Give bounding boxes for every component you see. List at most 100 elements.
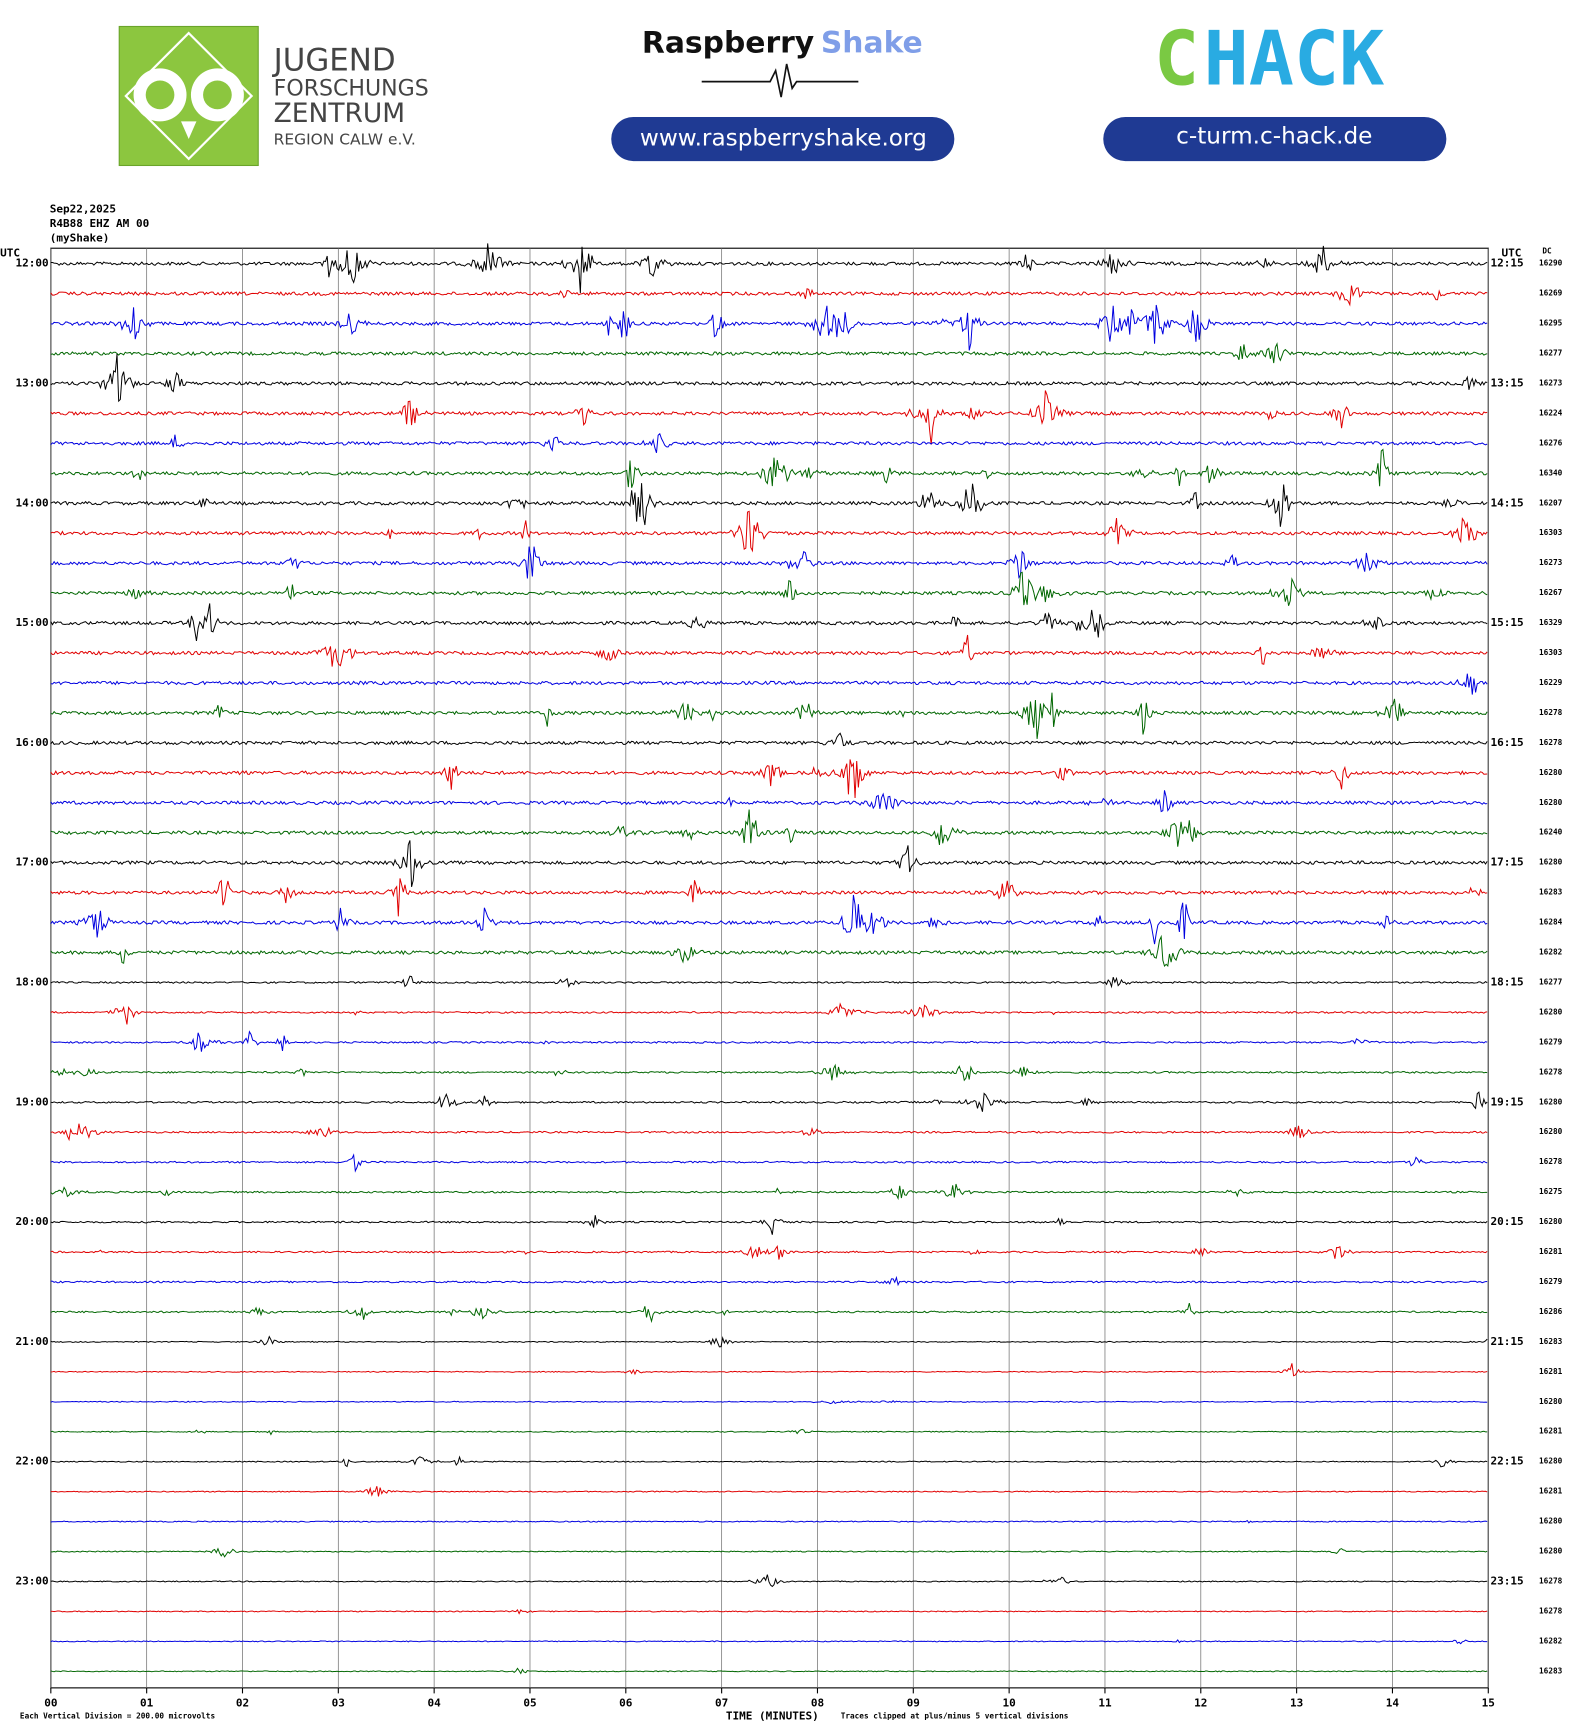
dc-value: 16278 (1539, 1606, 1563, 1615)
date: Sep22,2025 (50, 203, 116, 216)
x-tick-label: 01 (140, 1696, 154, 1709)
rs-logo: Shake (821, 26, 923, 61)
right-label: 17:15 (1490, 856, 1523, 869)
trace (50, 432, 1488, 454)
dc-value: 16281 (1539, 1487, 1563, 1496)
trace (50, 390, 1488, 445)
x-tick-label: 03 (332, 1696, 345, 1709)
logo-text: FORSCHUNGS (274, 76, 429, 101)
dc-value: 16280 (1539, 798, 1563, 807)
dc-value: 16207 (1539, 498, 1563, 507)
trace (50, 1275, 1488, 1287)
dc-value: 16275 (1539, 1187, 1563, 1196)
dc-value: 16278 (1539, 1576, 1563, 1585)
trace (50, 790, 1488, 813)
trace (50, 840, 1488, 887)
chack-logo: HACK (1204, 14, 1385, 102)
dc-value: 16280 (1539, 1457, 1563, 1466)
trace (50, 759, 1488, 798)
trace (50, 603, 1488, 642)
x-tick-label: 13 (1290, 1696, 1303, 1709)
owl-pupil (203, 80, 232, 110)
x-tick-label: 02 (236, 1696, 249, 1709)
rs-url[interactable]: www.raspberryshake.org (640, 126, 927, 152)
trace (50, 1608, 1488, 1615)
axis-title: UTC (0, 247, 20, 260)
dc-value: 16267 (1539, 588, 1563, 597)
dc-value: 16269 (1539, 289, 1563, 298)
station: R4B88 EHZ AM 00 (50, 217, 149, 230)
left-label: 15:00 (15, 616, 48, 629)
trace (50, 342, 1488, 364)
dc-value: 16277 (1539, 349, 1563, 358)
trace (50, 692, 1488, 739)
dc-value: 16283 (1539, 888, 1563, 897)
rs-wave (701, 63, 859, 98)
x-tick-label: 09 (907, 1696, 920, 1709)
right-label: 19:15 (1490, 1095, 1523, 1108)
right-label: 23:15 (1490, 1574, 1523, 1587)
owl-pupil (145, 80, 175, 110)
right-label: 16:15 (1490, 736, 1523, 749)
left-label: 14:00 (15, 496, 48, 509)
x-tick-label: 11 (1098, 1696, 1112, 1709)
dc-value: 16283 (1539, 1666, 1563, 1675)
x-tick-label: 05 (523, 1696, 536, 1709)
left-label: 13:00 (15, 376, 48, 389)
chack-url[interactable]: c-turm.c-hack.de (1176, 123, 1372, 149)
axis-title: UTC (1502, 247, 1522, 260)
trace (50, 1667, 1488, 1675)
trace (50, 1400, 1488, 1405)
trace (50, 934, 1488, 968)
trace (50, 1153, 1488, 1173)
x-tick-label: 10 (1002, 1696, 1015, 1709)
trace (50, 1302, 1488, 1324)
logo-text: ZENTRUM (274, 98, 405, 129)
dc-value: 16278 (1539, 1157, 1563, 1166)
left-label: 22:00 (15, 1455, 48, 1468)
x-tick-label: 08 (811, 1696, 824, 1709)
trace (50, 285, 1488, 307)
right-label: 20:15 (1490, 1215, 1523, 1228)
trace (50, 546, 1488, 579)
jfz-logo (118, 25, 259, 167)
right-label: 22:15 (1490, 1455, 1523, 1468)
dc-value: 16229 (1539, 678, 1563, 687)
dc-value: 16279 (1539, 1037, 1563, 1046)
dc-value: 16290 (1539, 259, 1563, 268)
trace (50, 1183, 1488, 1201)
trace (50, 353, 1488, 403)
trace (50, 243, 1488, 294)
rs-button[interactable] (611, 116, 955, 162)
trace (50, 732, 1488, 747)
chack-button[interactable] (1103, 116, 1447, 162)
dc-value: 16340 (1539, 468, 1563, 477)
dc-value: 16240 (1539, 828, 1563, 837)
left-label: 23:00 (15, 1574, 48, 1587)
left-label: 21:00 (15, 1335, 48, 1348)
dc-value: 16281 (1539, 1247, 1563, 1256)
trace (50, 571, 1488, 606)
trace (50, 1063, 1488, 1082)
dc-value: 16283 (1539, 1337, 1563, 1346)
trace (50, 894, 1488, 945)
right-label: 21:15 (1490, 1335, 1523, 1348)
dc-value: 16282 (1539, 1636, 1562, 1645)
trace (50, 975, 1488, 989)
trace (50, 809, 1488, 847)
network: (myShake) (50, 231, 110, 244)
dc-value: 16280 (1539, 1217, 1563, 1226)
dc-value: 16329 (1539, 618, 1563, 627)
left-label: 20:00 (15, 1215, 48, 1228)
dc-value: 16303 (1539, 528, 1563, 537)
dc-value: 16273 (1539, 378, 1563, 387)
right-label: 13:15 (1490, 376, 1523, 389)
right-label: 14:15 (1490, 496, 1523, 509)
trace (50, 448, 1488, 488)
dc-value: 16280 (1539, 1097, 1563, 1106)
dc-value: 16280 (1539, 1127, 1563, 1136)
trace (50, 1639, 1488, 1645)
dc-value: 16278 (1539, 708, 1563, 717)
dc-value: 16276 (1539, 438, 1563, 447)
